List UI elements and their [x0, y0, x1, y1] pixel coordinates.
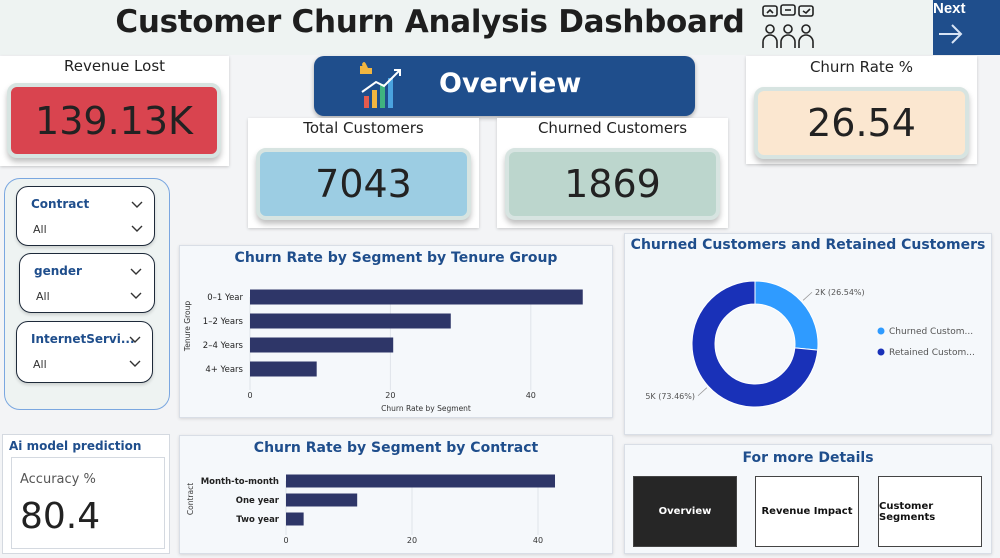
chevron-down-icon[interactable]	[130, 268, 142, 276]
category-label: 1–2 Years	[203, 317, 244, 327]
leader-line	[697, 387, 708, 397]
category-label: 0–1 Year	[207, 293, 243, 303]
header-bar	[0, 0, 1000, 55]
customer-segments-nav-button[interactable]: Customer Segments	[878, 476, 982, 547]
category-label: Month-to-month	[201, 477, 279, 487]
revenue-lost-title: Revenue Lost	[63, 57, 166, 75]
donut-slice[interactable]	[754, 280, 819, 351]
churn-rate-value: 26.54	[754, 87, 969, 159]
accuracy-card: Accuracy % 80.4	[11, 457, 165, 549]
gender-slicer-value: All	[36, 290, 50, 303]
chevron-down-icon[interactable]	[129, 360, 141, 368]
ai-prediction-title: Ai model prediction	[9, 439, 142, 453]
bar[interactable]	[286, 512, 304, 526]
contract-chart-panel: Churn Rate by Segment by Contract Contra…	[179, 435, 613, 554]
bar[interactable]	[250, 337, 394, 353]
contract-slicer-title: Contract	[31, 197, 90, 211]
internet-service-slicer-value: All	[33, 358, 47, 371]
internet-service-slicer-title: InternetServi...	[31, 332, 135, 346]
bar[interactable]	[286, 493, 358, 507]
overview-banner: Overview	[314, 56, 695, 116]
gender-slicer[interactable]: gender All	[19, 253, 155, 313]
legend-marker	[877, 348, 885, 356]
bar[interactable]	[250, 289, 583, 305]
x-tick-label: 0	[247, 391, 252, 400]
leader-line	[802, 291, 813, 301]
overview-nav-button[interactable]: Overview	[633, 476, 737, 547]
next-page-button[interactable]: Next	[933, 0, 1000, 55]
next-label: Next	[933, 0, 966, 17]
category-label: 4+ Years	[205, 365, 243, 375]
total-customers-card: Total Customers 7043	[248, 118, 479, 228]
donut-chart: 2K (26.54%) Churned Custom... 5K (73.46%) R…	[645, 280, 975, 408]
legend-label: Churned Custom...	[889, 327, 973, 337]
tenure-chart: Tenure Group 0 20 40 Churn Rate by Segment 0–…	[183, 289, 583, 413]
donut-chart-panel: Churned Customers and Retained Customers…	[624, 233, 992, 435]
total-customers-value: 7043	[256, 148, 471, 220]
gender-slicer-title: gender	[34, 264, 82, 278]
ai-prediction-panel: Ai model prediction Accuracy % 80.4	[2, 434, 170, 554]
legend-label: Retained Custom...	[889, 348, 975, 358]
x-tick-label: 40	[533, 536, 543, 545]
page-title: Customer Churn Analysis Dashboard	[115, 4, 745, 40]
y-axis-title: Tenure Group	[183, 301, 192, 352]
contract-chart: Contract 0 20 40 Month-to-month One year Two y…	[186, 474, 556, 545]
donut-chart-title: Churned Customers and Retained Customers	[630, 237, 986, 253]
bar[interactable]	[250, 313, 451, 329]
slice-data-label: 2K (26.54%)	[815, 288, 865, 297]
contract-slicer[interactable]: Contract All	[16, 186, 155, 246]
category-label: One year	[236, 496, 280, 506]
chevron-down-icon[interactable]	[131, 201, 143, 209]
accuracy-value: 80.4	[20, 496, 101, 537]
contract-chart-title: Churn Rate by Segment by Contract	[253, 440, 539, 456]
revenue-lost-card: Revenue Lost 139.13K	[0, 56, 229, 166]
tenure-chart-title: Churn Rate by Segment by Tenure Group	[234, 250, 558, 266]
internet-service-slicer[interactable]: InternetServi... All	[16, 321, 153, 383]
x-tick-label: 20	[407, 536, 417, 545]
growth-chart-icon	[360, 62, 401, 108]
x-tick-label: 20	[385, 391, 395, 400]
x-tick-label: 40	[526, 391, 536, 400]
churn-rate-card: Churn Rate % 26.54	[746, 56, 977, 164]
x-axis-title: Churn Rate by Segment	[381, 404, 471, 413]
bar[interactable]	[286, 474, 556, 488]
tenure-chart-panel: Churn Rate by Segment by Tenure Group Te…	[179, 245, 613, 418]
x-tick-label: 0	[283, 536, 288, 545]
contract-slicer-value: All	[33, 223, 47, 236]
chevron-down-icon[interactable]	[131, 225, 143, 233]
filter-panel: Contract All gender All InternetServi...…	[4, 178, 170, 410]
arrow-right-icon	[939, 24, 963, 44]
accuracy-label: Accuracy %	[20, 472, 96, 487]
revenue-lost-value: 139.13K	[7, 83, 221, 158]
category-label: Two year	[236, 515, 280, 525]
churned-customers-title: Churned Customers	[537, 119, 688, 137]
churned-customers-value: 1869	[505, 148, 720, 220]
revenue-impact-nav-button[interactable]: Revenue Impact	[755, 476, 859, 547]
overview-title: Overview	[439, 68, 582, 99]
slice-data-label: 5K (73.46%)	[645, 392, 695, 401]
churn-rate-title: Churn Rate %	[809, 58, 914, 76]
customer-group-icon	[762, 4, 814, 48]
bar[interactable]	[250, 361, 317, 377]
category-label: 2–4 Years	[203, 341, 244, 351]
donut-slice[interactable]	[691, 280, 819, 408]
legend-marker	[877, 327, 885, 335]
details-title: For more Details	[742, 450, 874, 466]
y-axis-title: Contract	[186, 483, 195, 515]
chevron-down-icon[interactable]	[129, 336, 141, 344]
details-panel: For more Details Overview Revenue Impact…	[624, 444, 992, 554]
churned-customers-card: Churned Customers 1869	[497, 118, 728, 228]
total-customers-title: Total Customers	[303, 119, 424, 137]
chevron-down-icon[interactable]	[130, 292, 142, 300]
